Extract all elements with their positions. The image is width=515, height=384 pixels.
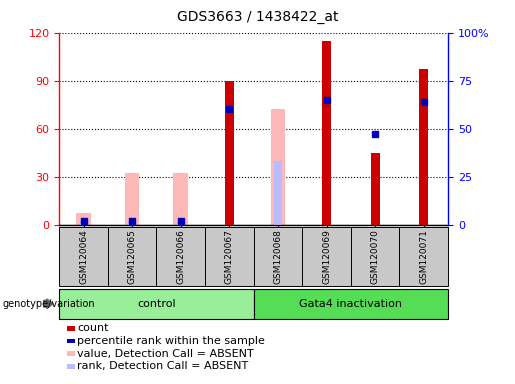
Text: control: control bbox=[137, 299, 176, 309]
Bar bbox=[351, 227, 400, 286]
Bar bbox=[80, 222, 87, 225]
Text: percentile rank within the sample: percentile rank within the sample bbox=[77, 336, 265, 346]
Bar bbox=[128, 222, 136, 225]
Bar bbox=[205, 227, 253, 286]
Bar bbox=[271, 109, 285, 225]
Bar bbox=[76, 214, 91, 225]
Bar bbox=[419, 70, 428, 225]
Bar bbox=[59, 288, 253, 319]
Bar bbox=[274, 161, 282, 225]
Bar bbox=[302, 227, 351, 286]
Bar bbox=[371, 153, 380, 225]
Bar bbox=[67, 326, 75, 331]
Bar bbox=[322, 41, 331, 225]
Text: GSM120070: GSM120070 bbox=[371, 229, 380, 284]
Text: GSM120071: GSM120071 bbox=[419, 229, 428, 284]
Text: GSM120069: GSM120069 bbox=[322, 229, 331, 284]
Text: count: count bbox=[77, 323, 109, 333]
Bar bbox=[108, 227, 157, 286]
Text: GSM120066: GSM120066 bbox=[176, 229, 185, 284]
Bar bbox=[67, 351, 75, 356]
Bar bbox=[177, 222, 184, 225]
Bar bbox=[125, 174, 140, 225]
Bar bbox=[59, 227, 108, 286]
Text: genotype/variation: genotype/variation bbox=[3, 299, 95, 309]
Text: value, Detection Call = ABSENT: value, Detection Call = ABSENT bbox=[77, 349, 254, 359]
Bar bbox=[157, 227, 205, 286]
Bar bbox=[67, 364, 75, 369]
Text: Gata4 inactivation: Gata4 inactivation bbox=[299, 299, 402, 309]
Text: GSM120065: GSM120065 bbox=[128, 229, 136, 284]
Bar bbox=[174, 174, 188, 225]
Bar bbox=[400, 227, 448, 286]
Text: rank, Detection Call = ABSENT: rank, Detection Call = ABSENT bbox=[77, 361, 249, 371]
Text: GDS3663 / 1438422_at: GDS3663 / 1438422_at bbox=[177, 10, 338, 23]
Bar bbox=[67, 339, 75, 343]
Text: GSM120068: GSM120068 bbox=[273, 229, 282, 284]
Text: GSM120067: GSM120067 bbox=[225, 229, 234, 284]
Bar bbox=[253, 288, 448, 319]
Bar bbox=[225, 81, 234, 225]
Text: GSM120064: GSM120064 bbox=[79, 229, 88, 284]
Bar bbox=[253, 227, 302, 286]
